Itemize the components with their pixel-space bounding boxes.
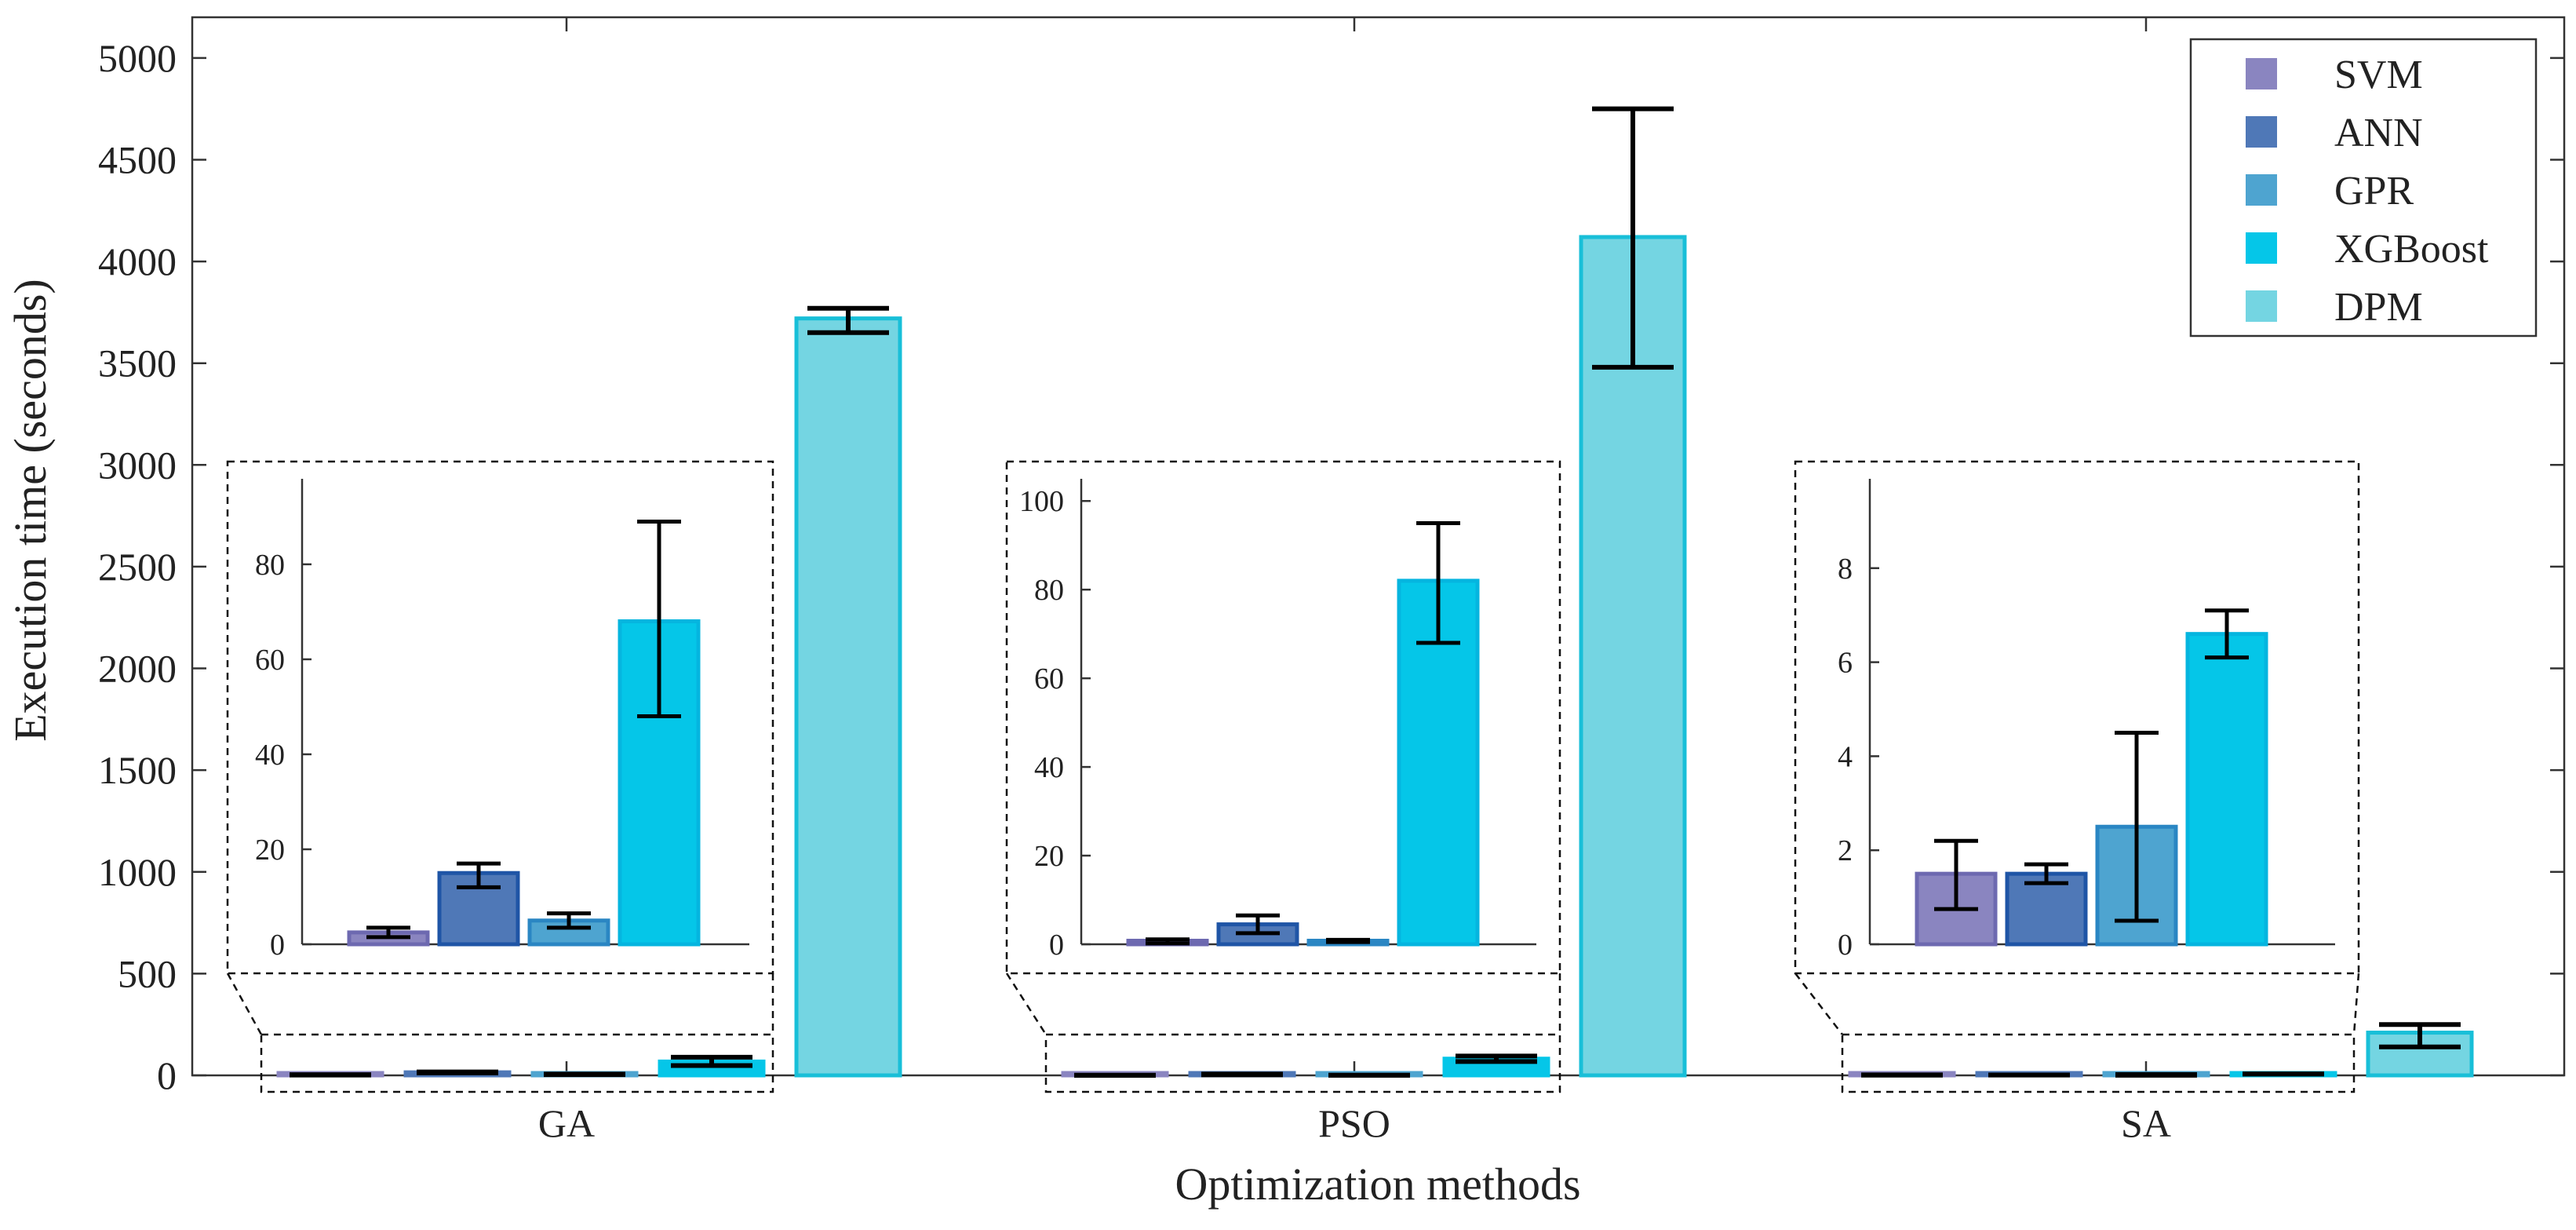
- zoom-region: [260, 1033, 774, 1093]
- zoom-connector: [226, 973, 263, 1035]
- legend-item-ann: ANN: [2246, 111, 2423, 155]
- errorbar-gpr-ga: [544, 1071, 625, 1078]
- x-tick-label: GA: [538, 1101, 595, 1145]
- errorbar-xgboost-ga: [671, 1054, 752, 1068]
- legend-swatch: [2246, 58, 2277, 89]
- inset-errorbar-xgboost: [637, 519, 681, 719]
- inset-y-tick-label: 0: [1049, 929, 1064, 962]
- y-axis-title: Execution time (seconds): [5, 279, 56, 742]
- errorbar-xgboost-pso: [1456, 1053, 1537, 1064]
- inset-y-tick-label: 60: [1034, 662, 1064, 695]
- inset-sa: 0 2 4 6 8: [1794, 460, 2360, 1093]
- y-tick-label: 500: [118, 951, 177, 995]
- errorbar-dpm-sa: [2379, 1022, 2461, 1049]
- legend-item-gpr: GPR: [2246, 169, 2414, 214]
- inset-y-tick-label: 0: [1838, 929, 1853, 962]
- y-tick-label: 1500: [98, 748, 177, 792]
- zoom-connector: [1005, 973, 1048, 1035]
- inset-errorbar-ann: [1236, 913, 1280, 936]
- y-tick-label: 1000: [98, 850, 177, 894]
- inset-errorbar-gpr: [547, 911, 591, 930]
- errorbar-ann-pso: [1201, 1071, 1283, 1078]
- zoom-region: [1841, 1033, 2356, 1093]
- legend-swatch: [2246, 116, 2277, 148]
- x-tick-label: SA: [2121, 1101, 2171, 1145]
- legend-swatch: [2246, 290, 2277, 322]
- y-tick-label: 3000: [98, 443, 177, 487]
- y-tick-label: 0: [157, 1053, 177, 1097]
- inset-bar-gpr: [527, 918, 610, 947]
- inset-y-tick-label: 0: [270, 929, 285, 962]
- legend-item-svm: SVM: [2246, 53, 2423, 97]
- errorbar-dpm-ga: [807, 305, 889, 335]
- inset-y-tick-label: 6: [1838, 647, 1853, 680]
- inset-y-tick-label: 4: [1838, 740, 1853, 773]
- zoom-connector: [1794, 973, 1843, 1035]
- zoom-region: [1044, 1033, 1561, 1093]
- y-tick-label: 2000: [98, 647, 177, 691]
- inset-ga: 0 20 40 60 80: [226, 460, 774, 1093]
- inset-errorbar-ann: [2024, 862, 2068, 885]
- inset-y-tick-label: 40: [1034, 751, 1064, 784]
- inset-y-tick-label: 40: [255, 739, 285, 772]
- inset-errorbar-ann: [457, 861, 501, 889]
- inset-errorbar-xgboost: [1416, 520, 1460, 645]
- legend-label: DPM: [2334, 285, 2423, 330]
- y-tick-label: 2500: [98, 545, 177, 589]
- errorbar-dpm-pso: [1592, 106, 1674, 370]
- inset-pso: 0 20 40 60 80 100: [1005, 460, 1561, 1093]
- legend-swatch: [2246, 232, 2277, 264]
- inset-errorbar-svm: [1146, 937, 1190, 946]
- inset-y-tick-label: 80: [1034, 574, 1064, 607]
- inset-errorbar-gpr: [1326, 937, 1370, 944]
- y-tick-label: 5000: [98, 36, 177, 80]
- inset-errorbar-gpr: [2115, 730, 2159, 923]
- legend-items: SVM ANN GPR XGBoost DPM: [2246, 53, 2489, 330]
- legend-label: SVM: [2334, 53, 2423, 97]
- x-tick-label: PSO: [1318, 1101, 1390, 1145]
- x-axis-title: Optimization methods: [1175, 1159, 1580, 1210]
- legend-swatch: [2246, 174, 2277, 206]
- inset-y-tick-label: 8: [1838, 553, 1853, 586]
- errorbar-ann-ga: [417, 1069, 498, 1075]
- x-axis: GA PSO SA: [538, 17, 2171, 1145]
- legend-item-xgboost: XGBoost: [2246, 227, 2489, 272]
- main-bars: [276, 106, 2474, 1078]
- y-tick-label: 4500: [98, 137, 177, 181]
- legend-item-dpm: DPM: [2246, 285, 2423, 330]
- inset-errorbar-xgboost: [2205, 608, 2249, 660]
- inset-errorbar-svm: [366, 925, 410, 940]
- inset-y-tick-label: 80: [255, 549, 285, 582]
- inset-errorbar-svm: [1934, 838, 1978, 911]
- inset-bar-xgboost: [2185, 632, 2268, 947]
- inset-y-tick-label: 60: [255, 644, 285, 677]
- inset-y-tick-label: 20: [1034, 840, 1064, 873]
- inset-y-tick-label: 20: [255, 834, 285, 867]
- legend-label: XGBoost: [2334, 227, 2489, 272]
- legend: SVM ANN GPR XGBoost DPM: [2189, 38, 2538, 338]
- legend-label: GPR: [2334, 169, 2414, 214]
- bar-dpm-ga: [794, 316, 902, 1078]
- insets: 0 20 40 60 80 0 20 40 60 80 100 0 2 4 6 8: [226, 460, 2360, 1093]
- zoom-connector: [2352, 973, 2360, 1035]
- legend-label: ANN: [2334, 111, 2423, 155]
- inset-y-tick-label: 100: [1019, 485, 1064, 518]
- y-tick-label: 3500: [98, 341, 177, 385]
- y-tick-label: 4000: [98, 239, 177, 283]
- inset-bar-ann: [2005, 871, 2088, 947]
- inset-y-tick-label: 2: [1838, 834, 1853, 867]
